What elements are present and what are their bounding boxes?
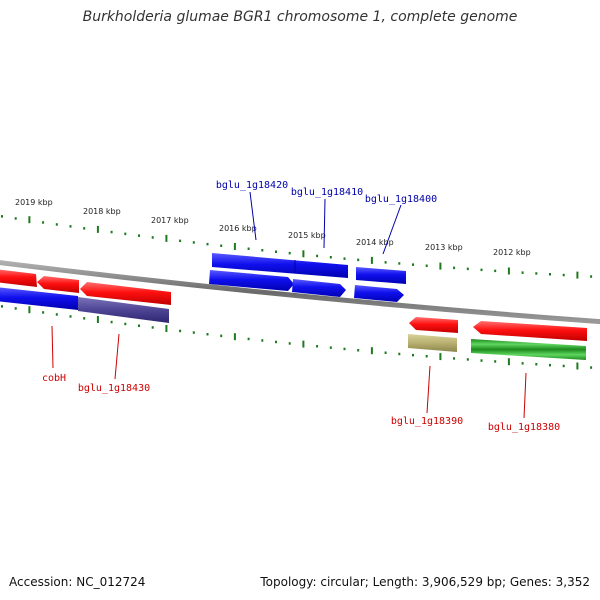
tick-label-2015: 2015 kbp	[288, 231, 326, 240]
leader-bglu-1g18400	[382, 204, 402, 255]
leader-cobH	[51, 325, 54, 369]
label-bglu-1g18380[interactable]: bglu_1g18380	[488, 422, 560, 433]
tick-label-2013: 2013 kbp	[425, 243, 463, 252]
gene-bglu-1g18400-b[interactable]	[354, 285, 404, 302]
leader-bglu-1g18380	[523, 372, 527, 419]
gene-bglu-1g18410-a[interactable]	[209, 270, 294, 291]
right-genes	[408, 317, 587, 360]
left-genes	[0, 269, 171, 323]
leader-bglu-1g18420	[249, 191, 257, 241]
outer-tick-ruler	[1, 215, 593, 279]
map-title: Burkholderia glumae BGR1 chromosome 1, c…	[82, 9, 518, 25]
label-bglu-1g18430[interactable]: bglu_1g18430	[78, 383, 150, 394]
gene-left-red-3[interactable]	[80, 282, 171, 305]
label-bglu-1g18420[interactable]: bglu_1g18420	[216, 180, 288, 191]
leader-bglu-1g18410	[323, 198, 326, 249]
gene-right-red-1[interactable]	[409, 317, 458, 333]
tick-label-2012: 2012 kbp	[493, 248, 531, 257]
gene-bglu-1g18430[interactable]	[78, 297, 169, 323]
inner-tick-ruler	[1, 305, 593, 370]
gene-bglu-1g18400[interactable]	[356, 267, 406, 284]
gene-cobH[interactable]	[0, 287, 78, 310]
gene-left-red-2[interactable]	[37, 276, 79, 293]
gene-labels: bglu_1g18420 bglu_1g18410 bglu_1g18400 c…	[42, 180, 560, 433]
tick-label-2019: 2019 kbp	[15, 198, 53, 207]
gene-bglu-1g18390[interactable]	[408, 334, 457, 352]
tick-label-2017: 2017 kbp	[151, 216, 189, 225]
gene-bglu-1g18420[interactable]	[212, 253, 348, 278]
forward-genes	[209, 253, 406, 302]
label-cobH[interactable]: cobH	[42, 373, 66, 384]
tick-label-2016: 2016 kbp	[219, 224, 257, 233]
chromosome-backbone	[0, 260, 600, 325]
label-leaders	[51, 191, 527, 419]
gene-left-red-1[interactable]	[0, 269, 37, 287]
label-bglu-1g18410[interactable]: bglu_1g18410	[291, 187, 363, 198]
topology-label: Topology: circular; Length: 3,906,529 bp…	[260, 575, 590, 589]
accession-label: Accession: NC_012724	[9, 575, 146, 589]
gene-right-red-2[interactable]	[473, 321, 587, 341]
leader-bglu-1g18390	[426, 365, 431, 414]
tick-label-2014: 2014 kbp	[356, 238, 394, 247]
label-bglu-1g18390[interactable]: bglu_1g18390	[391, 416, 463, 427]
gene-bglu-1g18410-b[interactable]	[292, 279, 346, 297]
gene-bglu-1g18380[interactable]	[471, 339, 586, 360]
tick-label-2018: 2018 kbp	[83, 207, 121, 216]
label-bglu-1g18400[interactable]: bglu_1g18400	[365, 194, 437, 205]
tick-labels: 2019 kbp 2018 kbp 2017 kbp 2016 kbp 2015…	[15, 198, 531, 257]
leader-bglu-1g18430	[114, 333, 120, 380]
